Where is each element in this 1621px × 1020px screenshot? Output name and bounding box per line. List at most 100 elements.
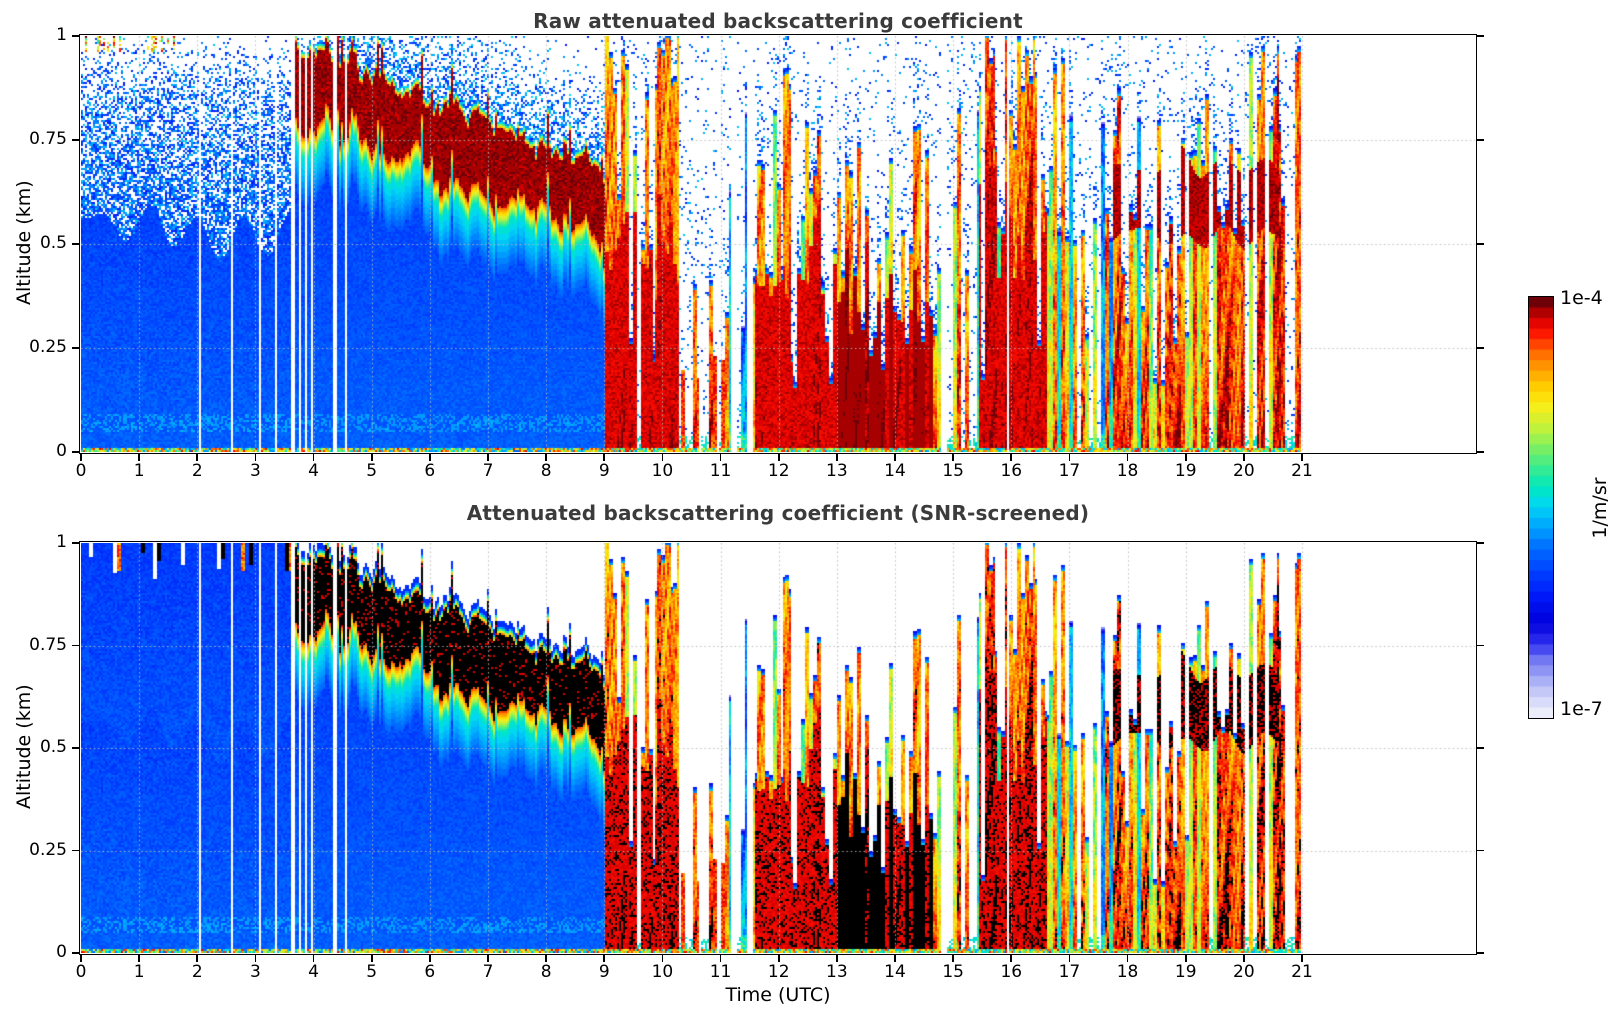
y-tick (72, 747, 80, 749)
x-tick-label: 3 (250, 461, 261, 481)
x-tick-label: 12 (767, 962, 790, 982)
x-tick-label: 1 (133, 461, 145, 481)
x-tick (1243, 453, 1245, 461)
x-tick-label: 20 (1233, 962, 1255, 982)
colorbar-max-label: 1e-4 (1560, 287, 1603, 309)
x-tick (952, 453, 954, 461)
y-tick (72, 451, 80, 453)
y-tick-right (1476, 644, 1484, 647)
panel1-y-axis-label: Altitude (km) (13, 180, 35, 305)
colorbar-canvas (1529, 297, 1553, 718)
x-tick-label: 9 (598, 461, 610, 481)
x-tick (196, 954, 199, 962)
x-tick (719, 954, 722, 962)
x-tick (429, 954, 431, 962)
x-tick (429, 453, 431, 461)
panel2-title: Attenuated backscattering coefficient (S… (466, 501, 1090, 525)
x-tick (370, 453, 373, 461)
x-tick-label: 16 (1000, 461, 1023, 481)
y-tick-label: 0 (56, 942, 67, 962)
x-tick (1068, 954, 1071, 962)
x-tick (1068, 453, 1071, 461)
x-tick (894, 453, 896, 461)
x-tick-label: 18 (1116, 962, 1139, 982)
x-tick (487, 954, 489, 962)
y-tick-label: 0.25 (29, 337, 67, 357)
colorbar-min-label: 1e-7 (1560, 698, 1603, 720)
x-tick (777, 453, 780, 461)
x-tick (603, 954, 606, 962)
panel2-y-axis-label: Altitude (km) (13, 684, 35, 809)
x-tick (545, 954, 547, 962)
x-tick (254, 453, 257, 461)
x-tick-label: 6 (424, 461, 436, 481)
y-tick (72, 35, 80, 37)
y-tick-right (1476, 35, 1484, 37)
x-tick (1184, 954, 1187, 962)
y-tick (72, 644, 80, 647)
raw-heatmap-canvas (81, 36, 1475, 452)
x-tick-label: 19 (1174, 962, 1197, 982)
x-tick (138, 453, 140, 461)
x-tick (952, 954, 954, 962)
x-tick (138, 954, 140, 962)
x-axis-label: Time (UTC) (725, 984, 831, 1006)
y-tick-right (1476, 747, 1484, 749)
y-tick-label: 0.25 (29, 839, 67, 860)
x-tick (777, 954, 780, 962)
y-tick-label: 0.75 (29, 129, 67, 149)
y-tick-label: 0.75 (29, 634, 67, 655)
y-tick-right (1476, 542, 1484, 544)
x-tick (312, 453, 315, 461)
x-tick-label: 20 (1233, 461, 1255, 481)
y-tick-right (1476, 952, 1484, 954)
x-tick (661, 453, 664, 461)
x-tick-label: 11 (709, 962, 732, 982)
x-tick-label: 13 (826, 962, 848, 982)
x-tick (254, 954, 257, 962)
x-tick-label: 2 (191, 962, 203, 982)
y-tick-label: 1 (56, 25, 67, 45)
x-tick-label: 3 (250, 962, 261, 982)
x-tick (80, 954, 82, 962)
x-tick (603, 453, 606, 461)
y-tick-label: 0 (56, 441, 67, 461)
x-tick-label: 10 (651, 461, 674, 481)
x-tick (1126, 954, 1129, 962)
panel1-title: Raw attenuated backscattering coefficien… (533, 9, 1023, 33)
x-tick-label: 6 (424, 962, 436, 982)
x-tick-label: 5 (366, 461, 378, 481)
y-tick (72, 952, 80, 954)
x-tick-label: 13 (826, 461, 848, 481)
x-tick-label: 8 (540, 461, 552, 481)
x-tick (719, 453, 722, 461)
x-tick (836, 453, 838, 461)
x-tick-label: 4 (308, 962, 319, 982)
x-tick (661, 954, 664, 962)
y-tick (72, 139, 80, 141)
x-tick-label: 9 (598, 962, 610, 982)
x-tick-label: 7 (482, 461, 494, 481)
x-tick (894, 954, 896, 962)
x-tick-label: 11 (709, 461, 732, 481)
x-tick (836, 954, 838, 962)
x-tick-label: 14 (884, 461, 906, 481)
x-tick-label: 14 (884, 962, 906, 982)
screened-heatmap-canvas (81, 543, 1475, 953)
x-tick-label: 12 (767, 461, 790, 481)
x-tick-label: 0 (75, 962, 87, 982)
x-tick (545, 453, 547, 461)
x-tick-label: 1 (133, 962, 145, 982)
y-tick-label: 1 (56, 532, 67, 552)
x-tick (1243, 954, 1245, 962)
x-tick (1126, 453, 1129, 461)
x-tick-label: 0 (75, 461, 87, 481)
x-tick-label: 2 (191, 461, 203, 481)
x-tick-label: 17 (1058, 461, 1081, 481)
x-tick-label: 8 (540, 962, 552, 982)
y-tick (72, 542, 80, 544)
x-tick-label: 4 (308, 461, 319, 481)
x-tick-label: 10 (651, 962, 674, 982)
y-tick-right (1476, 139, 1484, 141)
